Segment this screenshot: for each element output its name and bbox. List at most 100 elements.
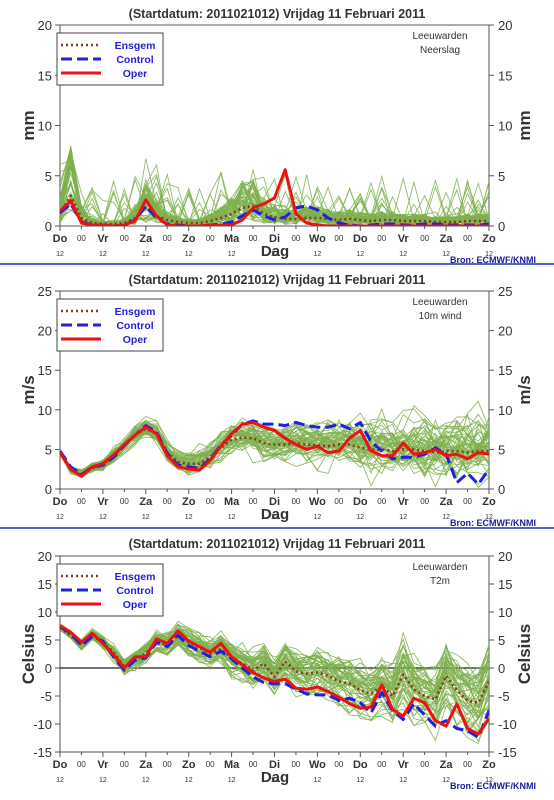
y-tick-label-right: 5	[498, 169, 505, 184]
x-midnight-label: 00	[249, 760, 258, 769]
ensemble-member-line	[60, 624, 489, 689]
y-tick-label-left: -15	[33, 745, 52, 760]
ensemble-member-line	[60, 629, 489, 742]
x-day-label: Ma	[224, 759, 240, 771]
x-hour-label: 12	[314, 514, 322, 521]
x-hour-label: 12	[399, 777, 407, 784]
variable-label: Neerslag	[420, 45, 460, 56]
legend-frame	[56, 32, 164, 86]
y-axis-label-right: mm	[515, 110, 534, 140]
x-day-label: Za	[139, 496, 153, 508]
x-midnight-label: 00	[77, 760, 86, 769]
x-hour-label: 12	[271, 777, 279, 784]
x-midnight-label: 00	[377, 234, 386, 243]
station-label: Leeuwarden	[412, 297, 467, 308]
y-tick-label-right: 0	[498, 482, 505, 497]
legend-label-oper: Oper	[123, 334, 148, 346]
plot-area	[60, 400, 489, 489]
y-tick-label-left: 15	[38, 363, 52, 378]
x-midnight-label: 00	[291, 760, 300, 769]
x-day-label: Di	[269, 759, 280, 771]
x-midnight-label: 00	[77, 497, 86, 506]
x-hour-label: 12	[185, 251, 193, 258]
x-hour-label: 12	[185, 777, 193, 784]
legend-label-control: Control	[116, 585, 153, 597]
x-midnight-label: 00	[249, 234, 258, 243]
x-midnight-label: 00	[420, 234, 429, 243]
x-day-label: Ma	[224, 496, 240, 508]
x-hour-label: 12	[99, 777, 107, 784]
x-hour-label: 12	[228, 514, 236, 521]
x-day-label: Wo	[309, 759, 326, 771]
y-tick-label-right: 15	[498, 363, 512, 378]
x-day-label: Di	[269, 496, 280, 508]
ensemble-member-line	[60, 163, 489, 226]
y-axis-label-right: Celsius	[515, 624, 534, 684]
x-day-label: Vr	[97, 233, 109, 245]
chart-title: (Startdatum: 2011021012) Vrijdag 11 Febr…	[129, 273, 426, 287]
legend: Ensgem Control Oper	[56, 32, 164, 86]
x-hour-label: 12	[399, 514, 407, 521]
legend-frame	[56, 563, 164, 617]
y-tick-label-left: 15	[38, 577, 52, 592]
x-day-label: Vr	[398, 496, 410, 508]
x-day-label: Wo	[309, 233, 326, 245]
legend-label-oper: Oper	[123, 68, 148, 80]
x-midnight-label: 00	[163, 760, 172, 769]
y-tick-label-left: 10	[38, 119, 52, 134]
y-tick-label-left: 0	[45, 482, 52, 497]
x-midnight-label: 00	[334, 497, 343, 506]
x-day-label: Do	[353, 759, 368, 771]
series-line-control	[60, 625, 489, 739]
ensemble-member-line	[60, 431, 489, 488]
x-day-label: Wo	[309, 496, 326, 508]
y-tick-label-right: 20	[498, 549, 512, 564]
x-hour-label: 12	[442, 251, 450, 258]
ensemble-member-line	[60, 412, 489, 472]
x-hour-label: 12	[271, 514, 279, 521]
x-midnight-label: 00	[120, 760, 129, 769]
y-tick-label-left: 15	[38, 68, 52, 83]
x-day-label: Do	[53, 496, 68, 508]
x-hour-label: 12	[142, 251, 150, 258]
ensemble-member-line	[60, 625, 489, 688]
panel-1: (Startdatum: 2011021012) Vrijdag 11 Febr…	[19, 7, 536, 265]
panel-2: (Startdatum: 2011021012) Vrijdag 11 Febr…	[0, 263, 554, 528]
y-tick-label-right: 20	[498, 324, 512, 339]
y-tick-label-right: 10	[498, 403, 512, 418]
x-axis-label: Dag	[261, 243, 289, 260]
series-line-control	[60, 419, 489, 486]
x-day-label: Za	[139, 759, 153, 771]
x-hour-label: 12	[356, 514, 364, 521]
x-midnight-label: 00	[249, 497, 258, 506]
x-midnight-label: 00	[163, 497, 172, 506]
x-hour-label: 12	[56, 777, 64, 784]
x-midnight-label: 00	[334, 234, 343, 243]
x-midnight-label: 00	[334, 760, 343, 769]
legend-label-control: Control	[116, 320, 153, 332]
y-tick-label-right: 0	[498, 219, 505, 234]
x-day-label: Zo	[182, 759, 196, 771]
x-day-label: Do	[353, 233, 368, 245]
ensemble-member-line	[60, 623, 489, 695]
legend-label-oper: Oper	[123, 599, 148, 611]
x-midnight-label: 00	[206, 234, 215, 243]
x-midnight-label: 00	[377, 497, 386, 506]
panel-3: (Startdatum: 2011021012) Vrijdag 11 Febr…	[0, 527, 554, 791]
source-credit: Bron: ECMWF/KNMI	[450, 518, 536, 528]
x-midnight-label: 00	[206, 760, 215, 769]
x-hour-label: 12	[442, 777, 450, 784]
legend-label-ensgem: Ensgem	[115, 40, 156, 52]
x-midnight-label: 00	[463, 234, 472, 243]
series-line-ensgem	[60, 427, 489, 477]
plot-area	[60, 145, 489, 226]
y-tick-label-left: 25	[38, 284, 52, 299]
x-midnight-label: 00	[377, 760, 386, 769]
x-hour-label: 12	[228, 251, 236, 258]
station-label: Leeuwarden	[412, 562, 467, 573]
y-tick-label-right: 25	[498, 284, 512, 299]
variable-label: T2m	[430, 576, 450, 587]
y-tick-label-left: -10	[33, 717, 52, 732]
x-midnight-label: 00	[463, 497, 472, 506]
